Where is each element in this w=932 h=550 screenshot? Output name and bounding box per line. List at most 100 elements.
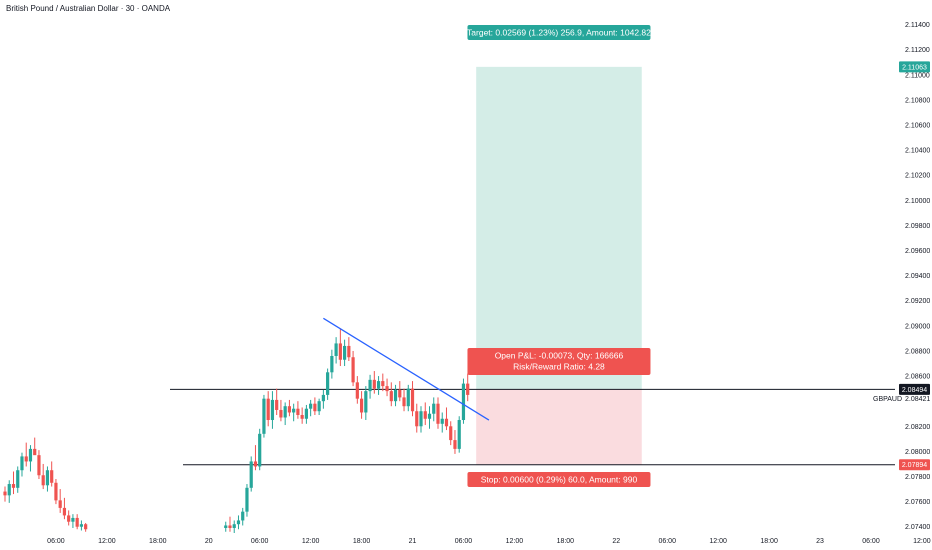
candle[interactable]: [389, 382, 393, 407]
candle[interactable]: [300, 407, 304, 424]
candle[interactable]: [62, 497, 67, 520]
candle[interactable]: [376, 376, 381, 395]
candle[interactable]: [444, 407, 449, 431]
candle[interactable]: [275, 388, 279, 415]
candle[interactable]: [224, 521, 228, 532]
candle[interactable]: [457, 416, 461, 453]
candle[interactable]: [313, 397, 317, 415]
candle[interactable]: [79, 520, 84, 531]
candle[interactable]: [334, 337, 338, 364]
price-badge[interactable]: 2.11063: [899, 61, 930, 73]
candle[interactable]: [71, 514, 75, 528]
candle[interactable]: [321, 389, 325, 409]
candle[interactable]: [20, 452, 24, 477]
price-badge[interactable]: 2.08494: [899, 383, 930, 395]
candle[interactable]: [461, 378, 466, 424]
candle[interactable]: [466, 373, 470, 402]
candle[interactable]: [372, 371, 376, 394]
candle[interactable]: [270, 391, 275, 429]
price-badge[interactable]: 2.07894: [899, 459, 930, 471]
candle[interactable]: [249, 456, 253, 492]
candle[interactable]: [385, 378, 389, 397]
candle[interactable]: [347, 337, 351, 362]
candle[interactable]: [58, 489, 62, 513]
y-tick-label: 2.08600: [905, 374, 930, 381]
candle[interactable]: [406, 384, 410, 412]
candle[interactable]: [393, 384, 398, 407]
candle[interactable]: [16, 466, 20, 493]
candle[interactable]: [436, 397, 440, 429]
candle[interactable]: [236, 515, 241, 530]
candle[interactable]: [262, 394, 266, 438]
candle[interactable]: [368, 374, 372, 399]
stop-label[interactable]: Stop: 0.00600 (0.29%) 60.0, Amount: 990: [467, 472, 651, 487]
candle[interactable]: [7, 480, 11, 503]
target-label[interactable]: Target: 0.02569 (1.23%) 256.9, Amount: 1…: [467, 25, 651, 40]
candle[interactable]: [364, 386, 368, 421]
candle-body: [334, 343, 338, 356]
candle-body: [232, 524, 236, 528]
candle[interactable]: [11, 471, 16, 495]
candle[interactable]: [232, 520, 236, 533]
candle[interactable]: [54, 479, 58, 505]
y-tick-label: 2.08421: [905, 396, 930, 403]
candle-body: [376, 381, 381, 389]
candle[interactable]: [258, 428, 262, 471]
candle[interactable]: [37, 450, 41, 480]
candle[interactable]: [279, 399, 283, 422]
candle-body: [224, 525, 228, 528]
candle[interactable]: [28, 445, 33, 472]
candle[interactable]: [304, 404, 308, 424]
candle[interactable]: [241, 507, 245, 526]
candle[interactable]: [45, 466, 50, 492]
candle[interactable]: [283, 402, 287, 426]
candle[interactable]: [423, 402, 427, 426]
candle[interactable]: [266, 391, 270, 427]
loss-zone[interactable]: [476, 389, 642, 465]
candle[interactable]: [24, 442, 28, 467]
candle[interactable]: [41, 463, 45, 490]
candle[interactable]: [317, 398, 321, 415]
candle[interactable]: [309, 399, 313, 417]
candle[interactable]: [359, 391, 364, 419]
candle[interactable]: [402, 388, 406, 412]
candle[interactable]: [453, 430, 457, 454]
candle-body: [287, 406, 292, 413]
candle[interactable]: [410, 381, 415, 417]
x-tick-label: 22: [612, 538, 620, 545]
trendline[interactable]: [323, 317, 490, 421]
candle-body: [283, 406, 287, 418]
candle[interactable]: [287, 399, 292, 417]
candle[interactable]: [419, 406, 423, 433]
candle[interactable]: [3, 486, 7, 502]
candle[interactable]: [343, 339, 347, 367]
candle[interactable]: [228, 516, 232, 532]
candle[interactable]: [338, 328, 342, 367]
candle[interactable]: [355, 376, 359, 404]
candle[interactable]: [292, 403, 296, 422]
candle[interactable]: [50, 461, 54, 487]
candle[interactable]: [33, 437, 37, 456]
candle[interactable]: [75, 514, 79, 530]
candle-body: [16, 470, 20, 488]
open-pnl-label[interactable]: Open P&L: -0.00073, Qty: 166666Risk/Rewa…: [467, 348, 651, 375]
candle[interactable]: [351, 350, 355, 387]
candle[interactable]: [449, 421, 453, 446]
candle-body: [368, 379, 372, 392]
candle[interactable]: [415, 403, 419, 433]
candle[interactable]: [245, 484, 249, 517]
candle[interactable]: [296, 401, 300, 419]
candle[interactable]: [398, 381, 402, 402]
candle[interactable]: [330, 349, 334, 379]
candle[interactable]: [67, 510, 71, 526]
candle[interactable]: [253, 445, 258, 471]
candle[interactable]: [381, 373, 385, 392]
candle[interactable]: [440, 412, 444, 433]
candle[interactable]: [326, 368, 330, 400]
candle[interactable]: [427, 406, 432, 429]
candle[interactable]: [84, 522, 88, 532]
open-pnl-label-box: [467, 348, 651, 375]
profit-zone[interactable]: [476, 66, 642, 390]
candle[interactable]: [432, 397, 436, 422]
